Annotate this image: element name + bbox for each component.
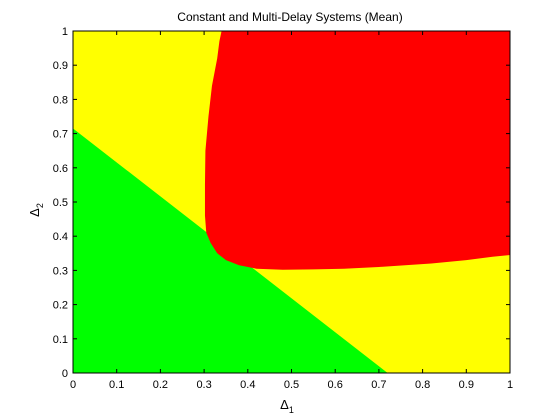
y-tick-label: 0.6 [53,163,68,175]
y-tick-label: 0.3 [53,265,68,277]
y-tick-label: 0.1 [53,334,68,346]
y-tick-label: 0.9 [53,60,68,72]
x-axis-ticks: 0 0.1 0.2 0.3 0.4 0.5 0.6 0.7 0.8 0.9 1 [70,31,513,391]
y-axis-ticks: 0 0.1 0.2 0.3 0.4 0.5 0.6 0.7 0.8 0.9 1 [53,26,510,380]
plot-area [72,30,511,374]
x-tick-label: 0.1 [109,379,124,391]
x-tick-label: 1 [507,379,513,391]
x-axis-label: Δ1 [280,397,294,415]
x-tick-label: 0.9 [459,379,474,391]
x-tick-label: 0.5 [284,379,299,391]
region-red [204,31,510,270]
x-tick-label: 0.2 [153,379,168,391]
x-tick-label: 0.6 [328,379,343,391]
y-tick-label: 0.4 [53,231,68,243]
y-tick-label: 0 [62,368,68,380]
y-axis-label: Δ2 [27,203,45,217]
chart-title: Constant and Multi-Delay Systems (Mean) [177,10,402,24]
x-tick-label: 0 [70,379,76,391]
y-tick-label: 0.7 [53,129,68,141]
x-tick-label: 0.8 [415,379,430,391]
y-tick-label: 0.5 [53,197,68,209]
y-tick-label: 1 [62,26,68,38]
y-tick-label: 0.2 [53,300,68,312]
x-tick-label: 0.4 [240,379,255,391]
x-tick-label: 0.3 [196,379,211,391]
y-tick-label: 0.8 [53,94,68,106]
x-tick-label: 0.7 [371,379,386,391]
